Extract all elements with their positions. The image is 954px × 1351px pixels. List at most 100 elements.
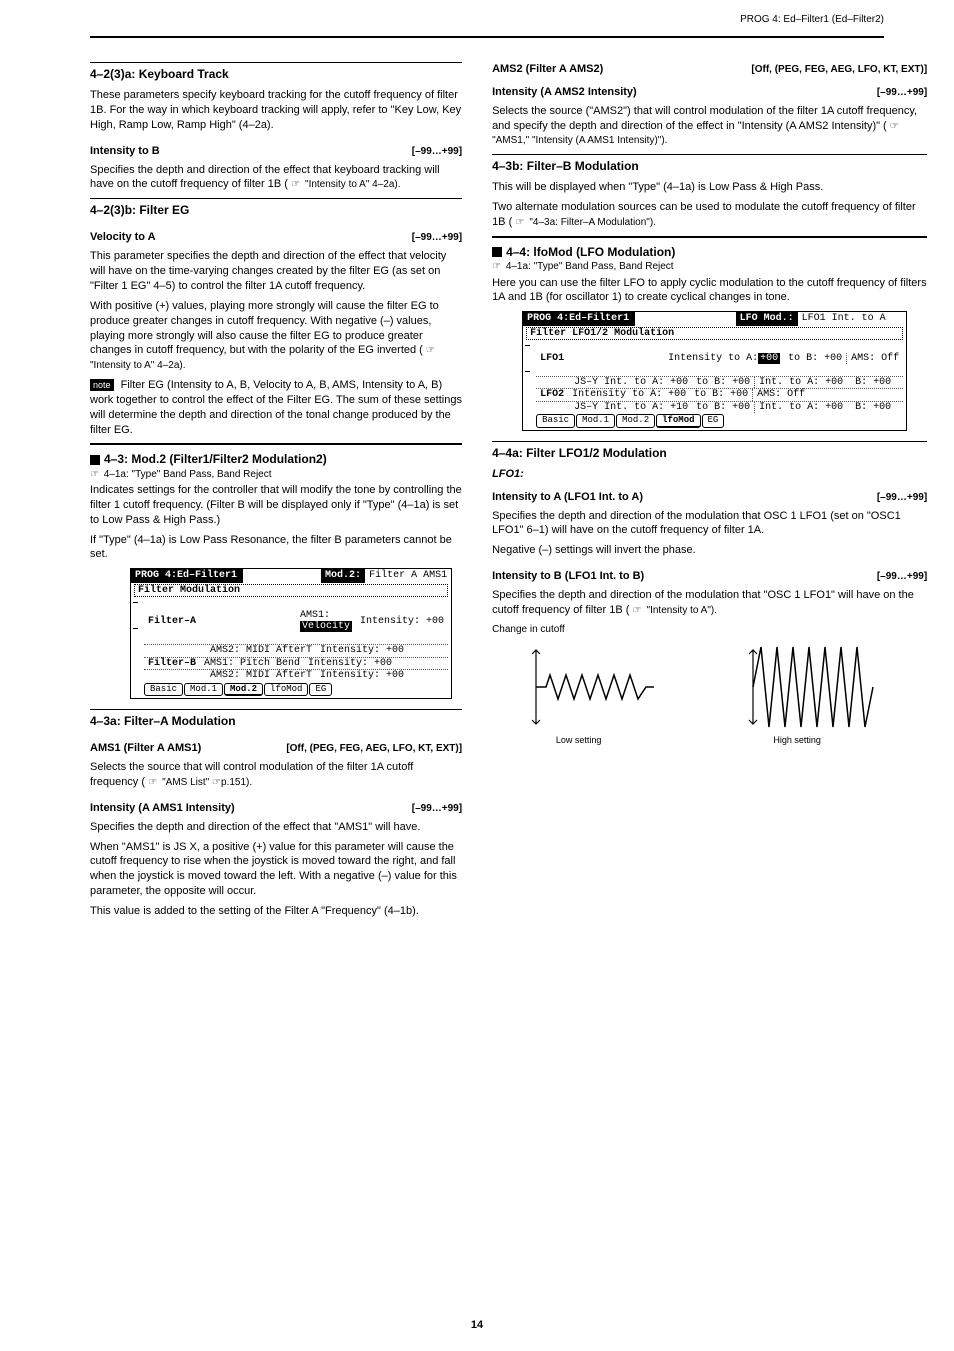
lfo1-inta-p2: Negative (–) settings will invert the ph… xyxy=(492,543,927,558)
section-422b-title: 4–2(3)b: Filter EG xyxy=(90,202,462,218)
ref-icon: ☞ xyxy=(515,217,524,228)
vel-to-a-ref: "Intensity to A" 4–2a). xyxy=(90,360,186,371)
lcd1-fb-ams1: AMS1: Pitch Bend xyxy=(200,658,304,670)
lcd1-tab-mod2: Mod.2 xyxy=(224,683,263,696)
section-422a-title: 4–2(3)a: Keyboard Track xyxy=(90,66,462,82)
ams1-ref: "AMS List" ☞p.151). xyxy=(162,777,252,788)
wave-high: High setting xyxy=(743,642,893,732)
lcd1-fb-ams2: AMS2: MIDI AfterT xyxy=(206,670,316,682)
lcd1-fa-ams1-l: AMS1: xyxy=(300,610,330,621)
lcd1-fa-label: Filter–A xyxy=(144,616,200,628)
lcd1-title-r: Filter A AMS1 xyxy=(365,569,451,583)
lcd2-title-l: PROG 4:Ed–Filter1 xyxy=(523,312,635,326)
section-44-ref-text: 4–1a: "Type" Band Pass, Band Reject xyxy=(506,261,674,272)
lcd2-lfo2-ams: AMS: Off xyxy=(752,389,809,401)
vel-to-a-p2: With positive (+) values, playing more s… xyxy=(90,299,462,373)
section-44-head: 4–4: lfoMod (LFO Modulation) xyxy=(492,244,927,260)
note-text: Filter EG (Intensity to A, B, Velocity t… xyxy=(90,379,462,436)
ams1-int-heading: Intensity (A AMS1 Intensity) xyxy=(90,801,235,816)
ams2-range: [Off, (PEG, FEG, AEG, LFO, KT, EXT)] xyxy=(751,63,927,77)
ams2-p-text: Selects the source ("AMS2") that will co… xyxy=(492,105,917,132)
lcd1-fa-ams1-v: Velocity xyxy=(300,621,352,632)
lcd1-title-m: Mod.2: xyxy=(321,569,365,583)
ref-icon: ☞ xyxy=(890,121,899,132)
note-para: note Filter EG (Intensity to A, B, Veloc… xyxy=(90,378,462,437)
lcd2-lfo2-intb: to B: +00 xyxy=(690,389,752,401)
square-icon xyxy=(492,247,502,257)
vel-to-a-range: [–99…+99] xyxy=(412,231,462,245)
section-43b-p2: Two alternate modulation sources can be … xyxy=(492,200,927,230)
lcd1-titlebar: PROG 4:Ed–Filter1 Mod.2: Filter A AMS1 xyxy=(131,569,451,583)
ref-icon: ☞ xyxy=(492,261,501,272)
section-44-p: Here you can use the filter LFO to apply… xyxy=(492,276,927,306)
lcd2-tab-eg: EG xyxy=(702,414,725,427)
ams1-para: Selects the source that will control mod… xyxy=(90,760,462,790)
ref-icon: ☞ xyxy=(426,345,435,356)
vel-to-a-heading: Velocity to A xyxy=(90,230,156,245)
ams2-ref: "AMS1," "Intensity (A AMS1 Intensity)"). xyxy=(492,135,667,146)
lcd2-title-m: LFO Mod.: xyxy=(736,312,798,326)
lfo1-inta-heading: Intensity to A (LFO1 Int. to A) xyxy=(492,490,643,505)
lcd1-fa-ams2: AMS2: MIDI AfterT xyxy=(206,645,316,657)
lfo1-intb-range: [–99…+99] xyxy=(877,570,927,584)
note-badge: note xyxy=(90,379,114,391)
section-43a-title: 4–3a: Filter–A Modulation xyxy=(90,713,462,729)
section-43b-p1: This will be displayed when "Type" (4–1a… xyxy=(492,180,927,195)
lcd2-lfo1-jsy-b: to B: +00 xyxy=(692,377,754,389)
section-43-ref-text: 4–1a: "Type" Band Pass, Band Reject xyxy=(104,469,272,480)
int-to-b-heading: Intensity to B xyxy=(90,144,160,159)
section-44-ref: ☞ 4–1a: "Type" Band Pass, Band Reject xyxy=(492,260,927,274)
section-44-title: 4–4: lfoMod (LFO Modulation) xyxy=(506,244,675,260)
ams1-int-p1: Specifies the depth and direction of the… xyxy=(90,820,462,835)
lcd2-tabs: Basic Mod.1 Mod.2 lfoMod EG xyxy=(536,414,903,427)
lfo1-subhead: LFO1: xyxy=(492,467,927,482)
lcd1-tabs: Basic Mod.1 Mod.2 lfoMod EG xyxy=(144,683,448,696)
ams2-para: Selects the source ("AMS2") that will co… xyxy=(492,104,927,149)
lcd2-lfo1-inta-l: Intensity to A: xyxy=(668,353,758,364)
lfo1-intb-heading: Intensity to B (LFO1 Int. to B) xyxy=(492,569,644,584)
ref-icon: ☞ xyxy=(633,605,642,616)
lcd-lfomod: PROG 4:Ed–Filter1 LFO Mod.: LFO1 Int. to… xyxy=(522,311,907,430)
lcd2-lfo1-inta-v: +00 xyxy=(758,353,780,364)
section-422a-body: These parameters specify keyboard tracki… xyxy=(90,88,462,133)
vel-to-a-p2-text: With positive (+) values, playing more s… xyxy=(90,300,439,357)
lcd2-lfo2-inta: Intensity to A: +00 xyxy=(568,389,690,401)
section-43b-title: 4–3b: Filter–B Modulation xyxy=(492,158,927,174)
lcd2-lfo2-label: LFO2 xyxy=(536,389,568,401)
ams2-int-range: [–99…+99] xyxy=(877,86,927,100)
lcd1-tab-eg: EG xyxy=(309,683,332,696)
lcd2-boxtitle: Filter LFO1/2 Modulation xyxy=(526,327,903,341)
ams2-heading: AMS2 (Filter A AMS2) xyxy=(492,62,603,77)
lcd1-fb-int2: Intensity: +00 xyxy=(316,670,408,682)
square-icon xyxy=(90,455,100,465)
lcd1-fa-ams1: AMS1: Velocity xyxy=(200,598,356,644)
wave-low: Low setting xyxy=(526,642,676,732)
lfo1-intb-ref: "Intensity to A"). xyxy=(647,605,717,616)
ams2-int-heading: Intensity (A AMS2 Intensity) xyxy=(492,85,637,100)
lcd-mod2: PROG 4:Ed–Filter1 Mod.2: Filter A AMS1 F… xyxy=(130,568,452,699)
lcd1-tab-lfomod: lfoMod xyxy=(264,683,308,696)
ams1-heading: AMS1 (Filter A AMS1) xyxy=(90,741,201,756)
section-43-p2: If "Type" (4–1a) is Low Pass Resonance, … xyxy=(90,533,462,563)
int-to-b-ref: "Intensity to A" 4–2a). xyxy=(305,179,401,190)
lcd1-fa-int1: Intensity: +00 xyxy=(356,616,448,628)
top-rule xyxy=(90,36,884,38)
waveform-diagram: Low setting High setting xyxy=(492,642,927,732)
lcd1-fa-int2: Intensity: +00 xyxy=(316,645,408,657)
ams1-range: [Off, (PEG, FEG, AEG, LFO, KT, EXT)] xyxy=(286,742,462,756)
lfo1-inta-range: [–99…+99] xyxy=(877,491,927,505)
ref-icon: ☞ xyxy=(148,777,157,788)
section-43-ref: ☞ 4–1a: "Type" Band Pass, Band Reject xyxy=(90,468,462,482)
ams1-int-range: [–99…+99] xyxy=(412,802,462,816)
lcd2-lfo2-jsy-b: to B: +00 xyxy=(692,402,754,414)
lcd1-tab-mod1: Mod.1 xyxy=(184,683,223,696)
lcd2-lfo1-jsy-a: JS–Y Int. to A: +00 xyxy=(570,377,692,389)
ams1-int-p2: When "AMS1" is JS X, a positive (+) valu… xyxy=(90,840,462,899)
lcd1-fb-int1: Intensity: +00 xyxy=(304,658,396,670)
lcd2-tab-lfomod: lfoMod xyxy=(656,414,700,427)
lcd2-tab-mod2: Mod.2 xyxy=(616,414,655,427)
lcd2-lfo2-jsy-a: JS–Y Int. to A: +10 xyxy=(570,402,692,414)
lcd2-lfo1-ams: AMS: Off xyxy=(846,353,903,365)
section-43-head: 4–3: Mod.2 (Filter1/Filter2 Modulation2) xyxy=(90,451,462,467)
ams1-int-p3: This value is added to the setting of th… xyxy=(90,904,462,919)
